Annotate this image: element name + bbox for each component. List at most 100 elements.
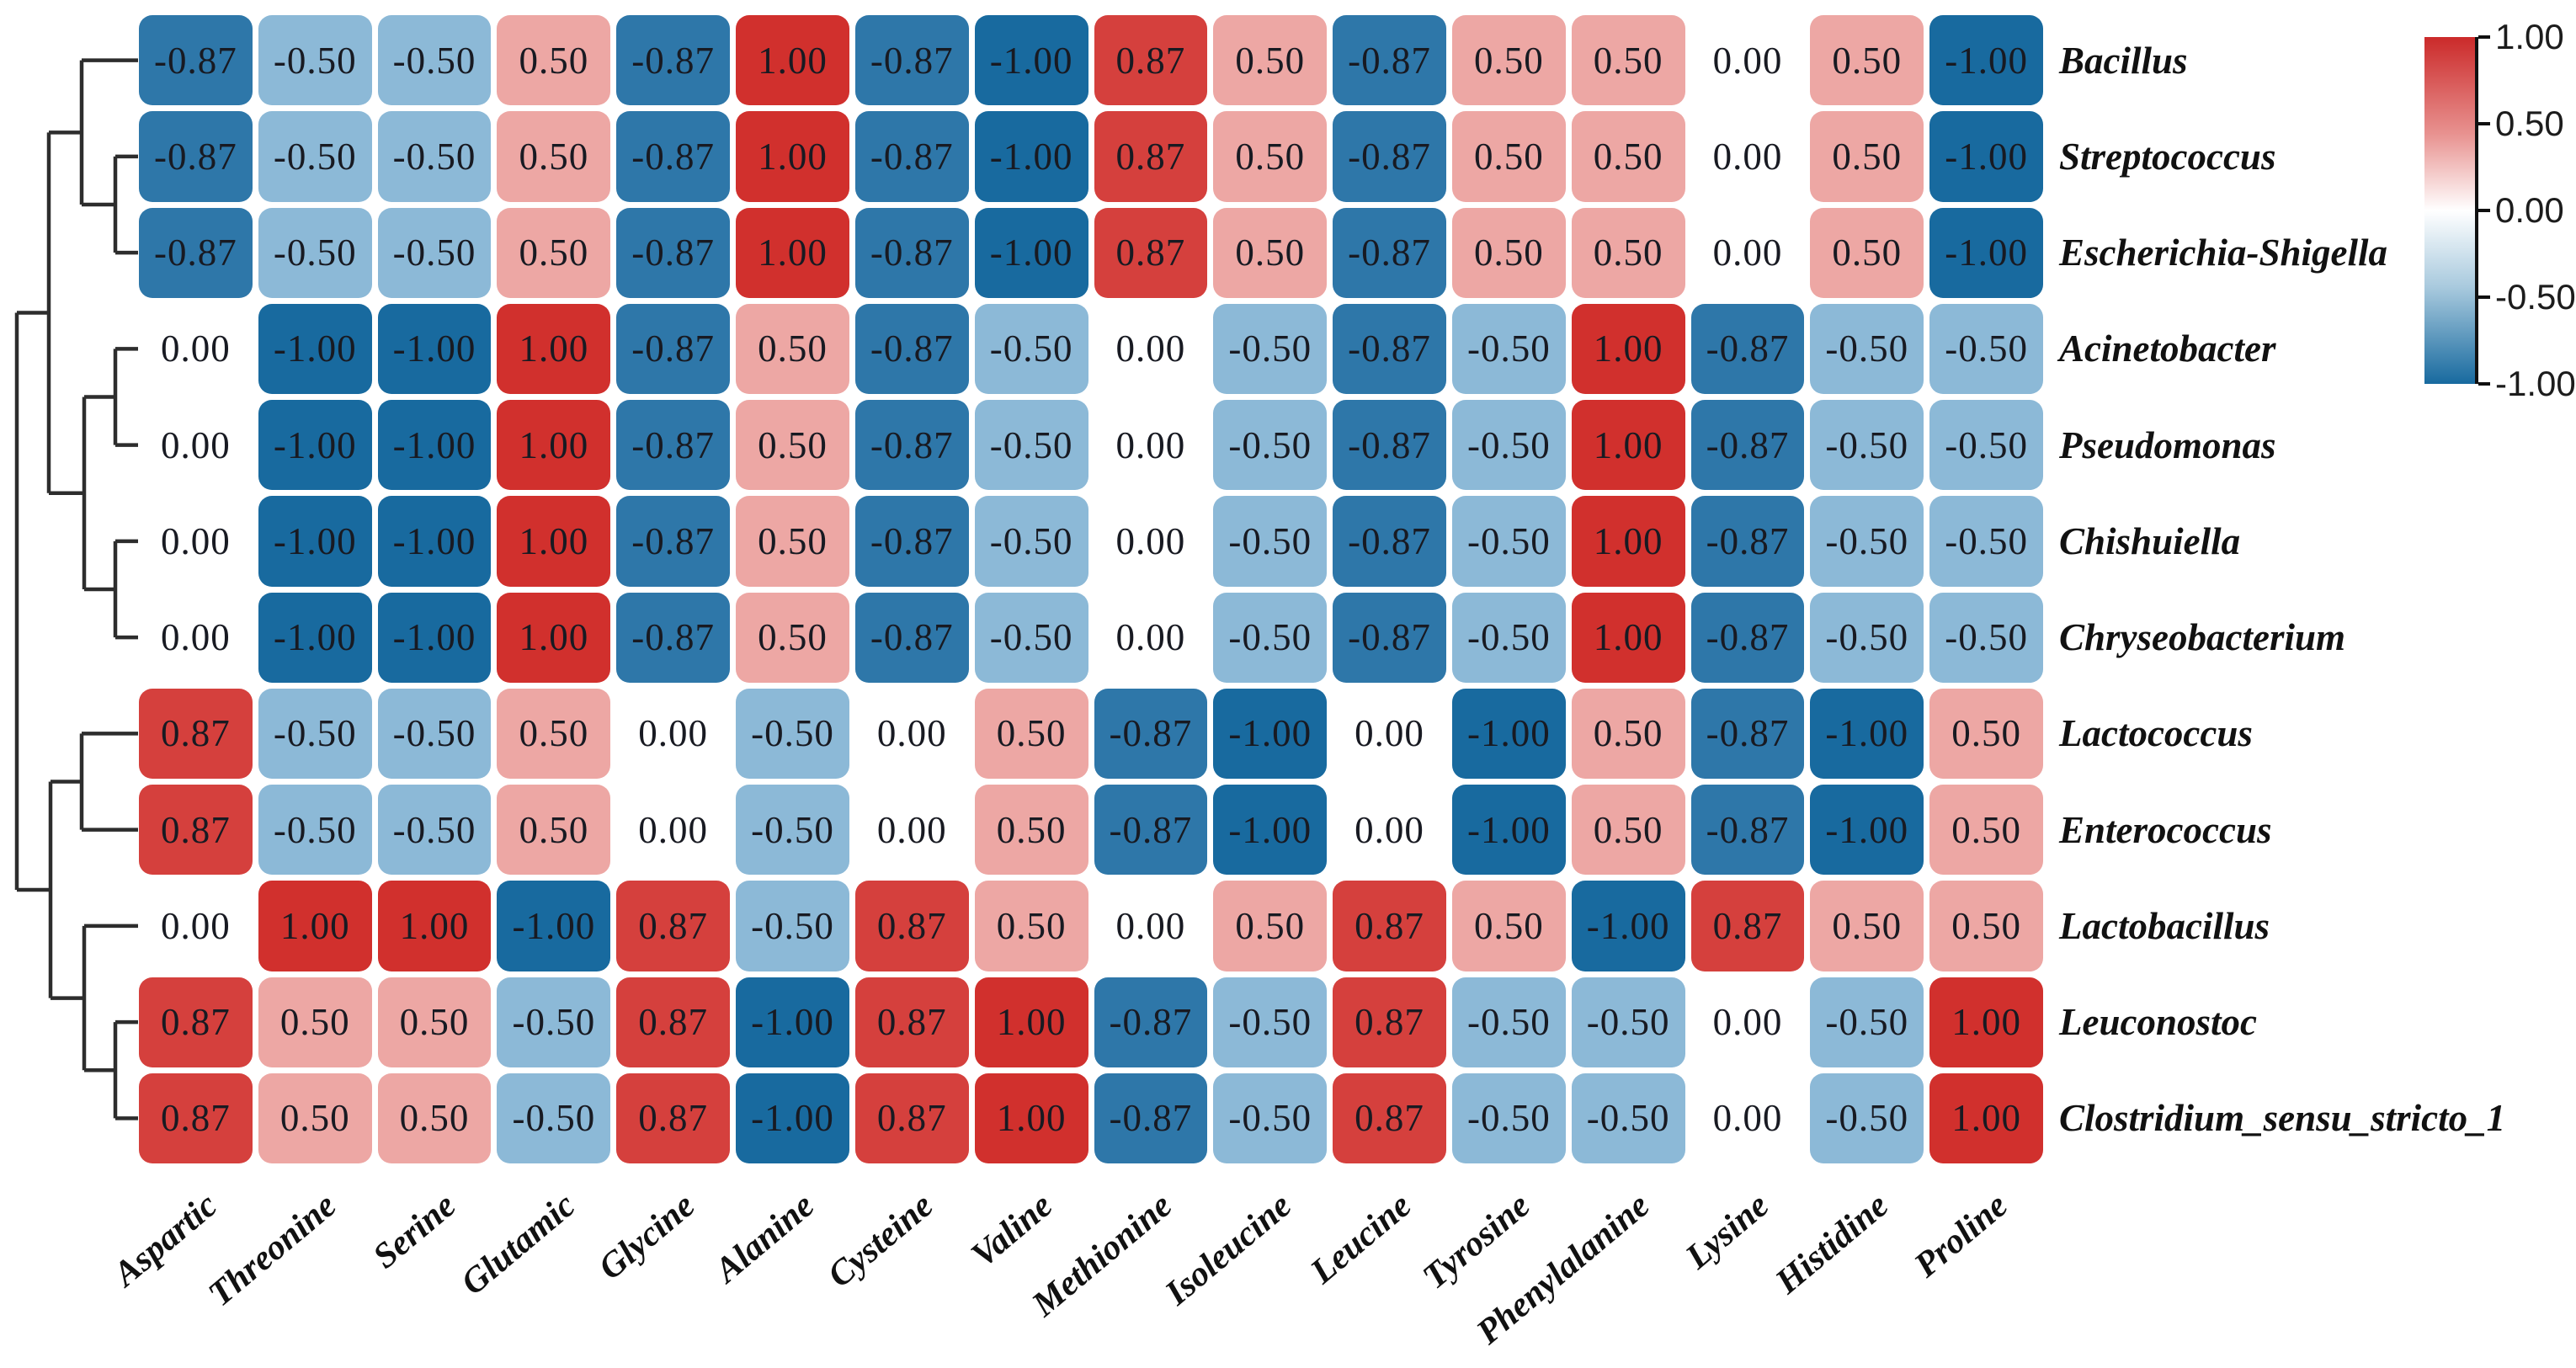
heatmap-cell: -0.87	[1690, 785, 1805, 876]
heatmap-cell: -0.87	[1690, 496, 1805, 587]
heatmap-cell: -0.50	[1451, 977, 1566, 1067]
heatmap-cell: -0.50	[1451, 496, 1566, 587]
heatmap-cell: -1.00	[1213, 688, 1328, 779]
column-label: Threonine	[201, 1185, 344, 1315]
heatmap-cell: -0.50	[497, 1073, 611, 1163]
heatmap-cell: -0.50	[1810, 592, 1924, 683]
heatmap-cell: 1.00	[736, 15, 849, 106]
heatmap-cell: -0.50	[1571, 977, 1685, 1067]
heatmap-cell: -0.87	[1333, 303, 1446, 394]
heatmap-cell: 0.00	[1333, 688, 1446, 779]
heatmap-cell: -0.87	[1094, 688, 1208, 779]
heatmap-cell: 0.50	[497, 15, 611, 106]
heatmap-cell: -0.87	[1333, 400, 1446, 491]
heatmap-cell: -0.50	[1213, 977, 1328, 1067]
heatmap-cell: 0.87	[1094, 207, 1208, 298]
heatmap-cell: -0.87	[854, 303, 969, 394]
heatmap-cell: 0.50	[497, 207, 611, 298]
row-label: Streptococcus	[2059, 135, 2276, 178]
heatmap-cell: 0.50	[497, 785, 611, 876]
heatmap-cell: 1.00	[1571, 303, 1685, 394]
heatmap-cell: -1.00	[377, 496, 492, 587]
heatmap-cell: -0.50	[258, 785, 372, 876]
colorbar-tick	[2478, 209, 2490, 212]
colorbar-tick	[2478, 35, 2490, 39]
heatmap-cell: -0.50	[974, 592, 1088, 683]
heatmap-cell: 0.87	[139, 1073, 253, 1163]
row-label: Clostridium_sensu_stricto_1	[2059, 1097, 2506, 1140]
heatmap-cell: -1.00	[258, 592, 372, 683]
heatmap-cell: 1.00	[974, 1073, 1088, 1163]
heatmap-cell: 0.50	[258, 977, 372, 1067]
heatmap-cell: 0.00	[616, 688, 731, 779]
heatmap-cell: 0.50	[1810, 111, 1924, 202]
heatmap-cell: -0.87	[616, 400, 731, 491]
heatmap-cell: -0.50	[1213, 496, 1328, 587]
row-label: Bacillus	[2059, 39, 2188, 82]
heatmap-cell: 1.00	[1571, 592, 1685, 683]
heatmap-cell: -0.87	[616, 496, 731, 587]
column-label: Glycine	[591, 1185, 702, 1288]
heatmap-cell: -0.50	[1451, 400, 1566, 491]
heatmap-cell: -0.50	[1929, 592, 2043, 683]
heatmap-cell: 0.00	[1690, 1073, 1805, 1163]
heatmap-cell: -0.87	[1094, 785, 1208, 876]
column-label: Proline	[1907, 1185, 2015, 1285]
heatmap-cell: 0.87	[1690, 881, 1805, 971]
heatmap-cell: -1.00	[736, 1073, 849, 1163]
heatmap-cell: 0.00	[854, 785, 969, 876]
heatmap-cell: 0.00	[139, 592, 253, 683]
heatmap-cell: 0.50	[1810, 207, 1924, 298]
heatmap-cell: -0.87	[139, 207, 253, 298]
colorbar-tick	[2478, 122, 2490, 125]
heatmap-cell: 0.50	[377, 1073, 492, 1163]
heatmap-cell: 0.87	[1094, 15, 1208, 106]
heatmap-cell: 0.50	[497, 688, 611, 779]
heatmap-cell: 0.87	[854, 881, 969, 971]
heatmap-cell: 0.87	[139, 688, 253, 779]
heatmap-cell: -0.50	[1451, 303, 1566, 394]
heatmap-cell: -1.00	[1571, 881, 1685, 971]
heatmap-cell: 0.50	[1571, 111, 1685, 202]
heatmap-cell: -0.87	[1333, 207, 1446, 298]
heatmap-cell: -0.87	[616, 592, 731, 683]
colorbar-gradient	[2424, 37, 2478, 384]
heatmap-cell: -0.87	[1690, 400, 1805, 491]
heatmap-cell: 1.00	[497, 303, 611, 394]
heatmap-cell: 0.00	[139, 496, 253, 587]
colorbar-tick-label: 1.00	[2495, 17, 2564, 56]
heatmap-cell: 0.50	[1929, 881, 2043, 971]
heatmap-cell: 0.50	[1451, 881, 1566, 971]
heatmap-cell: 0.87	[1333, 1073, 1446, 1163]
heatmap-cell: -0.50	[1213, 303, 1328, 394]
heatmap-cell: 0.00	[139, 400, 253, 491]
heatmap-cell: -0.50	[1929, 496, 2043, 587]
heatmap-cell: -0.87	[1690, 688, 1805, 779]
heatmap-cell: 0.50	[1929, 688, 2043, 779]
heatmap-cell: 0.50	[736, 592, 849, 683]
row-labels: Bacillus Streptococcus Escherichia-Shigell…	[2059, 15, 2573, 1163]
heatmap-cell: -1.00	[1810, 688, 1924, 779]
heatmap-cell: -0.50	[974, 400, 1088, 491]
heatmap-cell: 0.50	[1571, 785, 1685, 876]
heatmap-cell: 0.00	[1690, 977, 1805, 1067]
column-labels: Aspartic Threonine Serine Glutamic Glycine Al…	[106, 1174, 2043, 1363]
heatmap-cell: -0.87	[1333, 111, 1446, 202]
heatmap-cell: -1.00	[974, 111, 1088, 202]
heatmap-cell: -0.87	[1333, 496, 1446, 587]
heatmap-cell: -0.50	[1810, 496, 1924, 587]
heatmap-cell: -0.50	[377, 111, 492, 202]
heatmap-cell: 0.00	[1094, 303, 1208, 394]
heatmap-cell: -0.87	[1094, 977, 1208, 1067]
heatmap-cell: 0.00	[139, 881, 253, 971]
heatmap-cell: 0.87	[1333, 977, 1446, 1067]
heatmap-cell: -0.50	[1213, 400, 1328, 491]
colorbar-tick-label: 0.50	[2495, 104, 2564, 143]
heatmap-cell: -0.50	[1810, 1073, 1924, 1163]
heatmap-cell: -0.87	[139, 111, 253, 202]
heatmap-cell: 0.50	[1929, 785, 2043, 876]
heatmap-cell: 0.50	[1571, 207, 1685, 298]
heatmap-cell: -1.00	[258, 496, 372, 587]
heatmap-cell: 0.50	[736, 400, 849, 491]
heatmap-cell: -0.87	[616, 207, 731, 298]
